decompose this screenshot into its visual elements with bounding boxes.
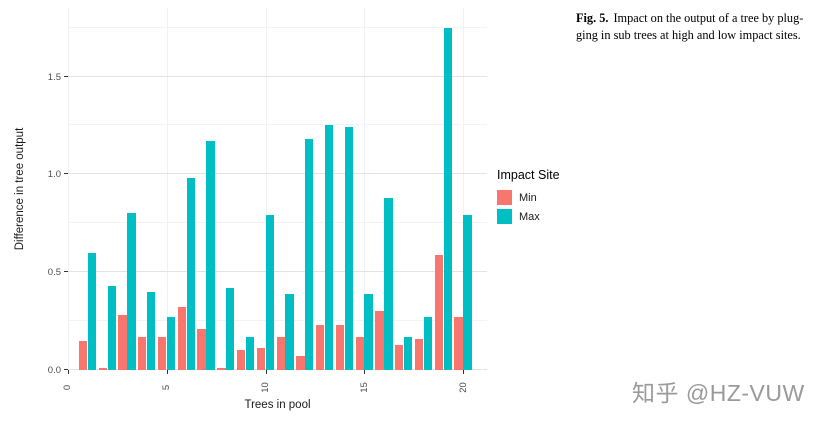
x-tick-label: 0 <box>61 375 75 399</box>
caption-line2: ging in sub trees at high and low impact… <box>576 28 801 43</box>
bar-max-18 <box>423 317 433 370</box>
y-tick <box>64 75 68 77</box>
x-tick <box>166 370 168 374</box>
gridline-y-minor <box>68 320 487 322</box>
bar-max-12 <box>305 139 314 370</box>
gridline-y-minor <box>68 124 487 126</box>
bar-min-7 <box>197 328 206 370</box>
x-tick-text: 10 <box>260 381 272 393</box>
legend-item-max: Max <box>497 209 560 224</box>
gridline-y <box>68 75 487 77</box>
x-tick <box>364 370 366 374</box>
bar-min-11 <box>276 336 285 370</box>
bar-max-11 <box>285 293 294 370</box>
bar-min-13 <box>316 325 325 370</box>
bar-min-9 <box>236 350 246 370</box>
x-tick-text: 15 <box>358 381 370 393</box>
bar-min-3 <box>118 315 127 370</box>
x-tick <box>463 370 465 374</box>
bar-min-5 <box>157 336 167 370</box>
gridline-y-minor <box>68 26 487 28</box>
gridline-y <box>68 271 487 273</box>
legend-item-min: Min <box>497 190 560 205</box>
bar-max-15 <box>364 293 373 370</box>
bar-max-17 <box>403 336 413 370</box>
x-axis-title: Trees in pool <box>244 399 311 411</box>
bar-min-16 <box>375 311 384 370</box>
y-tick-label: 1.5 <box>47 71 61 83</box>
figure-caption: Fig. 5. Impact on the output of a tree by… <box>576 10 816 45</box>
x-tick-text: 0 <box>62 384 74 390</box>
legend-swatch-min <box>497 190 512 205</box>
plot-area: 0.0 0.5 1.0 1.5 0 5 10 15 20 <box>48 8 487 392</box>
bar-max-3 <box>127 213 136 370</box>
bar-min-4 <box>138 336 147 370</box>
x-tick-label: 15 <box>357 375 371 399</box>
x-tick-text: 20 <box>457 381 469 393</box>
bar-min-12 <box>296 356 305 370</box>
bar-max-20 <box>463 215 472 370</box>
gridline-x <box>463 8 465 370</box>
y-tick <box>64 271 68 273</box>
legend-label-min: Min <box>519 191 537 204</box>
x-tick-label: 20 <box>456 375 470 399</box>
gridline-y-minor <box>68 222 487 224</box>
y-tick <box>64 369 68 370</box>
y-tick-label: 1.0 <box>47 169 61 181</box>
gridline-y <box>68 173 487 175</box>
y-tick-label: 0.5 <box>47 267 61 279</box>
gridline-x <box>364 8 366 370</box>
legend-title: Impact Site <box>497 168 560 182</box>
bar-min-17 <box>395 344 404 370</box>
gridline-x <box>68 8 69 370</box>
bar-min-19 <box>434 254 443 370</box>
bar-max-7 <box>206 141 215 370</box>
bar-min-2 <box>98 368 107 370</box>
bar-max-10 <box>265 215 274 370</box>
bar-max-1 <box>87 252 97 370</box>
bar-min-20 <box>454 317 463 370</box>
bar-max-6 <box>186 178 195 370</box>
bar-max-5 <box>166 317 176 370</box>
bar-max-13 <box>324 125 334 370</box>
y-tick <box>64 173 68 175</box>
bar-max-9 <box>245 336 255 370</box>
x-tick-label: 10 <box>259 375 273 399</box>
bar-max-2 <box>107 285 116 370</box>
bar-min-18 <box>414 338 424 370</box>
legend-label-max: Max <box>519 210 540 223</box>
bar-min-14 <box>335 325 345 370</box>
caption-label: Fig. 5. <box>576 11 609 25</box>
bar-max-16 <box>384 197 393 370</box>
bar-max-4 <box>147 291 156 370</box>
bar-min-15 <box>355 336 364 370</box>
x-tick-text: 5 <box>161 384 173 390</box>
bar-min-10 <box>256 348 266 370</box>
y-axis-title: Difference in tree output <box>14 127 26 251</box>
legend-swatch-max <box>497 209 512 224</box>
gridline-x <box>166 8 168 370</box>
bar-max-8 <box>226 287 235 370</box>
x-tick <box>265 370 267 374</box>
bar-max-19 <box>443 27 452 370</box>
x-tick-label: 5 <box>160 375 174 399</box>
x-tick <box>68 370 69 374</box>
bar-min-6 <box>177 307 186 370</box>
bar-max-14 <box>344 127 353 370</box>
y-tick-label: 0.0 <box>47 365 61 376</box>
caption-line1: Impact on the output of a tree by plug- <box>613 11 804 25</box>
legend: Impact Site Min Max <box>497 168 560 228</box>
bar-min-1 <box>78 340 88 370</box>
watermark: 知乎 @HZ-VUW <box>632 380 805 406</box>
bar-min-8 <box>217 368 226 370</box>
gridline-x <box>265 8 267 370</box>
